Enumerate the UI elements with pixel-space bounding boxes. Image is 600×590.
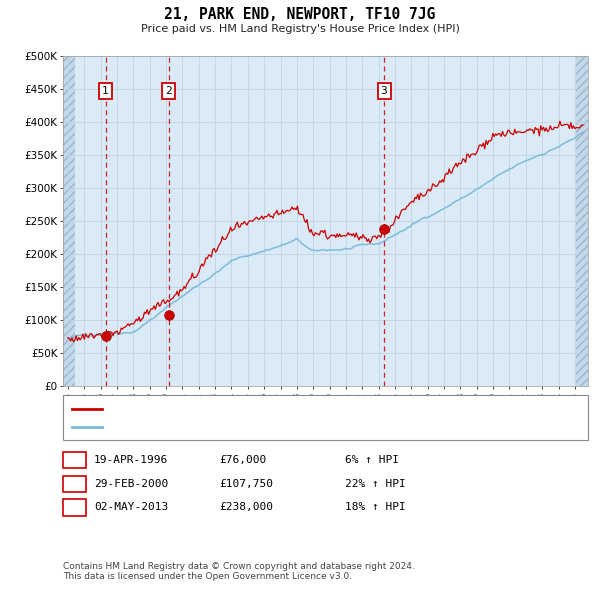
- Text: Price paid vs. HM Land Registry's House Price Index (HPI): Price paid vs. HM Land Registry's House …: [140, 24, 460, 34]
- Text: 18% ↑ HPI: 18% ↑ HPI: [345, 503, 406, 512]
- Text: 22% ↑ HPI: 22% ↑ HPI: [345, 479, 406, 489]
- Text: 1: 1: [102, 86, 109, 96]
- Text: HPI: Average price, detached house, Telford and Wrekin: HPI: Average price, detached house, Telf…: [109, 422, 446, 432]
- Text: 2: 2: [71, 479, 78, 489]
- Text: 21, PARK END, NEWPORT, TF10 7JG: 21, PARK END, NEWPORT, TF10 7JG: [164, 8, 436, 22]
- Bar: [576, 56, 588, 386]
- Text: £76,000: £76,000: [219, 455, 266, 465]
- Text: 2: 2: [165, 86, 172, 96]
- Text: £238,000: £238,000: [219, 503, 273, 512]
- Text: 3: 3: [71, 503, 78, 512]
- Text: £107,750: £107,750: [219, 479, 273, 489]
- Text: 1: 1: [71, 455, 78, 465]
- Text: Contains HM Land Registry data © Crown copyright and database right 2024.
This d: Contains HM Land Registry data © Crown c…: [63, 562, 415, 581]
- Text: 02-MAY-2013: 02-MAY-2013: [94, 503, 169, 512]
- Text: 29-FEB-2000: 29-FEB-2000: [94, 479, 169, 489]
- Bar: [63, 56, 75, 386]
- Text: 19-APR-1996: 19-APR-1996: [94, 455, 169, 465]
- Text: 3: 3: [380, 86, 388, 96]
- Text: 21, PARK END, NEWPORT, TF10 7JG (detached house): 21, PARK END, NEWPORT, TF10 7JG (detache…: [109, 404, 409, 414]
- Text: 6% ↑ HPI: 6% ↑ HPI: [345, 455, 399, 465]
